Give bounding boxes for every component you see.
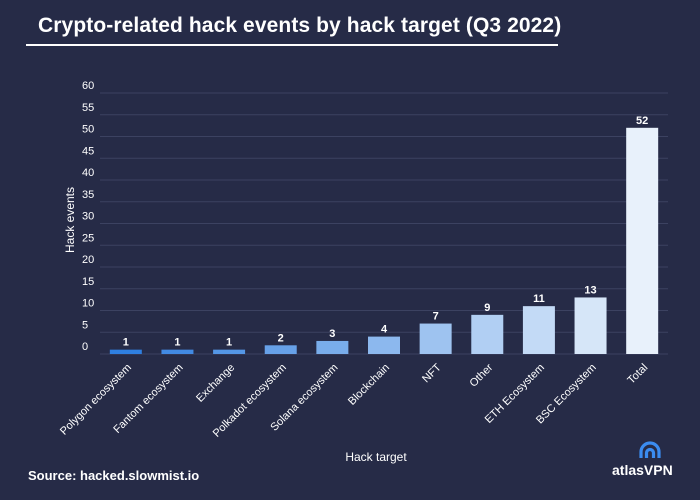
chart-title: Crypto-related hack events by hack targe… (38, 14, 562, 37)
bar (109, 349, 142, 354)
data-label: 7 (433, 311, 439, 323)
y-tick-label: 50 (82, 124, 94, 136)
y-tick-label: 25 (82, 232, 94, 244)
bar (471, 314, 504, 354)
data-label: 11 (533, 293, 545, 305)
data-label: 1 (226, 337, 232, 349)
data-label: 13 (584, 284, 596, 296)
bar (368, 336, 400, 354)
data-label: 52 (636, 115, 648, 127)
data-label: 9 (484, 302, 490, 314)
y-tick-label: 35 (82, 189, 94, 201)
y-tick-label: 5 (82, 319, 88, 331)
brand-logo: atlasVPN (612, 440, 692, 485)
y-tick-label: 40 (82, 167, 94, 179)
title-underline (26, 44, 558, 46)
y-tick-label: 60 (82, 80, 94, 92)
y-axis-ticks: 0 5 10 15 20 25 30 35 40 45 50 55 60 (82, 80, 94, 353)
x-tick-label: Total (625, 362, 650, 387)
bar (264, 345, 297, 354)
y-tick-label: 45 (82, 145, 94, 157)
y-tick-label: 55 (82, 102, 94, 114)
data-label: 4 (381, 324, 388, 336)
data-label: 2 (278, 332, 284, 344)
x-tick-label: Other (467, 361, 495, 389)
brand-logo-icon (639, 441, 661, 458)
bar (213, 349, 246, 354)
bar (161, 349, 194, 354)
x-tick-label: NFT (420, 361, 444, 385)
y-tick-label: 0 (82, 341, 88, 353)
bars (109, 127, 659, 354)
x-tick-label: Blockchain (346, 362, 392, 408)
source-note: Source: hacked.slowmist.io (28, 468, 200, 483)
bar (316, 340, 349, 354)
y-tick-label: 15 (82, 276, 94, 288)
data-label: 3 (329, 328, 335, 340)
y-tick-label: 10 (82, 298, 94, 310)
bar (574, 297, 607, 354)
bar (419, 323, 452, 354)
data-label: 1 (174, 337, 180, 349)
data-label: 1 (123, 337, 129, 349)
x-tick-label: Exchange (194, 362, 237, 405)
y-tick-label: 30 (82, 211, 94, 223)
y-tick-label: 20 (82, 254, 94, 266)
gridlines (100, 92, 668, 355)
brand-name: atlasVPN (612, 462, 673, 478)
bar (626, 127, 659, 354)
y-axis-label: Hack events (63, 187, 77, 253)
x-axis-label: Hack target (345, 450, 407, 464)
bar (522, 306, 555, 354)
